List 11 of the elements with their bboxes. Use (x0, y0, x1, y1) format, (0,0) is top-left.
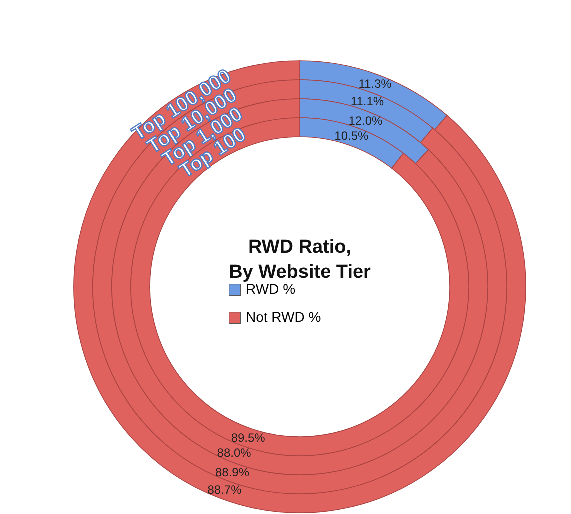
data-label: 10.5% (334, 129, 370, 144)
data-label: 11.3% (358, 77, 392, 91)
data-label: 88.0% (217, 446, 252, 460)
legend-label: Not RWD % (246, 309, 322, 325)
data-label: 88.9% (216, 466, 250, 480)
data-label: 89.5% (231, 430, 266, 445)
data-label: 12.0% (348, 114, 384, 128)
text: RWD Ratio, By Website Tier (229, 237, 372, 283)
data-label: 88.7% (208, 483, 242, 497)
legend-label: RWD % (246, 281, 296, 297)
data-label: 11.1% (350, 94, 384, 108)
